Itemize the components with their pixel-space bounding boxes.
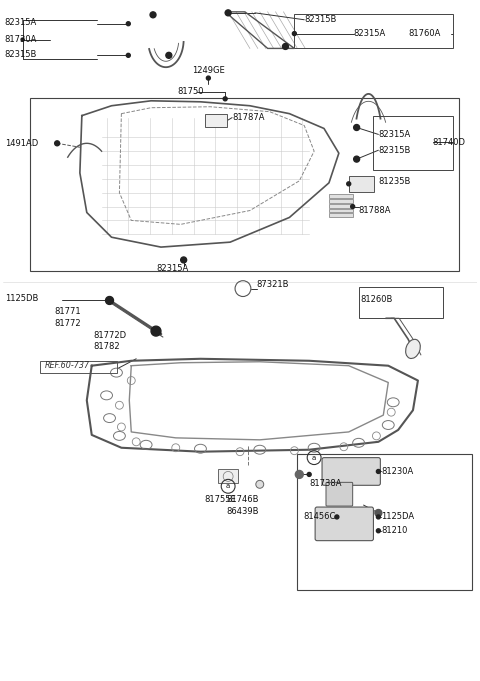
Circle shape xyxy=(106,296,113,304)
Circle shape xyxy=(295,471,303,478)
Text: 1125DB: 1125DB xyxy=(5,294,38,303)
Circle shape xyxy=(126,22,130,26)
Circle shape xyxy=(225,10,231,16)
Circle shape xyxy=(335,515,339,519)
Circle shape xyxy=(150,12,156,18)
Text: 81771: 81771 xyxy=(54,307,81,316)
FancyBboxPatch shape xyxy=(315,507,373,541)
Text: 82315A: 82315A xyxy=(156,264,188,273)
Text: 81260B: 81260B xyxy=(360,295,393,304)
FancyBboxPatch shape xyxy=(322,458,380,486)
Circle shape xyxy=(376,528,380,533)
Circle shape xyxy=(166,52,172,59)
Bar xyxy=(30,98,459,271)
Text: 82315A: 82315A xyxy=(5,18,37,27)
Text: 81787A: 81787A xyxy=(232,113,264,122)
Ellipse shape xyxy=(256,480,264,488)
Text: 81456C: 81456C xyxy=(303,512,336,522)
Text: a: a xyxy=(226,484,230,489)
Bar xyxy=(329,204,353,208)
Circle shape xyxy=(375,509,382,516)
Bar xyxy=(373,116,453,170)
Text: 81755E: 81755E xyxy=(204,494,236,504)
Bar xyxy=(329,193,353,197)
Circle shape xyxy=(223,97,227,101)
Circle shape xyxy=(55,141,60,146)
FancyBboxPatch shape xyxy=(326,482,353,506)
Circle shape xyxy=(21,38,24,41)
Text: 81750: 81750 xyxy=(177,87,204,97)
Circle shape xyxy=(106,297,113,304)
Bar xyxy=(40,361,118,373)
Circle shape xyxy=(283,44,288,50)
Text: 87321B: 87321B xyxy=(257,280,289,289)
Circle shape xyxy=(292,31,296,35)
Bar xyxy=(205,114,227,127)
Text: 86439B: 86439B xyxy=(227,507,259,516)
Bar xyxy=(329,199,353,203)
Text: 81738A: 81738A xyxy=(309,479,342,488)
Text: 81788A: 81788A xyxy=(359,206,391,215)
Ellipse shape xyxy=(406,339,420,358)
Text: 81235B: 81235B xyxy=(378,177,411,187)
Text: 82315A: 82315A xyxy=(354,29,386,38)
Circle shape xyxy=(354,156,360,162)
Text: 82315B: 82315B xyxy=(304,15,336,25)
Text: 81730A: 81730A xyxy=(5,35,37,44)
Text: 82315B: 82315B xyxy=(378,146,411,155)
Circle shape xyxy=(206,76,210,80)
Text: 1125DA: 1125DA xyxy=(381,512,414,522)
Circle shape xyxy=(351,204,355,208)
Circle shape xyxy=(151,326,161,336)
Text: 82315B: 82315B xyxy=(5,50,37,59)
Circle shape xyxy=(180,257,187,263)
Text: a: a xyxy=(312,455,316,460)
Text: 81782: 81782 xyxy=(94,343,120,351)
Circle shape xyxy=(347,182,351,186)
Text: REF.60-737: REF.60-737 xyxy=(44,361,89,370)
Text: 1249GE: 1249GE xyxy=(192,65,225,75)
Bar xyxy=(329,213,353,217)
Circle shape xyxy=(376,469,380,473)
Circle shape xyxy=(307,473,311,477)
Text: 81772D: 81772D xyxy=(94,330,127,340)
Text: 81740D: 81740D xyxy=(433,138,466,147)
Bar xyxy=(297,454,472,590)
Circle shape xyxy=(126,53,130,57)
Text: 81210: 81210 xyxy=(381,526,408,535)
Bar xyxy=(329,208,353,212)
Text: 82315A: 82315A xyxy=(378,130,410,139)
Circle shape xyxy=(376,515,380,519)
Text: 81230A: 81230A xyxy=(381,467,414,476)
Text: 1491AD: 1491AD xyxy=(5,139,38,148)
Bar xyxy=(349,176,374,192)
Bar xyxy=(359,287,443,318)
Circle shape xyxy=(354,125,360,131)
Bar xyxy=(218,469,238,484)
Bar xyxy=(294,14,453,48)
Text: 81760A: 81760A xyxy=(408,29,441,38)
Text: 81772: 81772 xyxy=(54,319,81,328)
Text: 81746B: 81746B xyxy=(227,494,259,504)
